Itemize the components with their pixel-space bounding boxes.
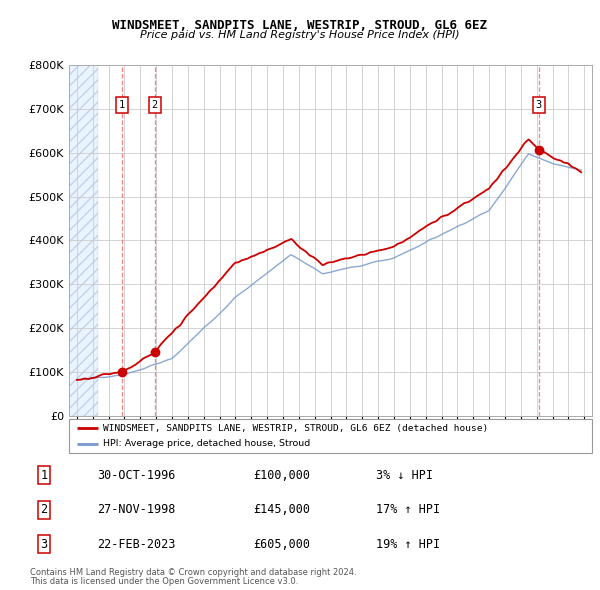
Bar xyxy=(69,65,98,416)
Text: 22-FEB-2023: 22-FEB-2023 xyxy=(97,537,175,550)
Text: Contains HM Land Registry data © Crown copyright and database right 2024.: Contains HM Land Registry data © Crown c… xyxy=(30,568,356,576)
Text: £100,000: £100,000 xyxy=(253,469,310,482)
Text: WINDSMEET, SANDPITS LANE, WESTRIP, STROUD, GL6 6EZ (detached house): WINDSMEET, SANDPITS LANE, WESTRIP, STROU… xyxy=(103,424,488,432)
Text: 2: 2 xyxy=(40,503,47,516)
Text: HPI: Average price, detached house, Stroud: HPI: Average price, detached house, Stro… xyxy=(103,440,310,448)
Text: WINDSMEET, SANDPITS LANE, WESTRIP, STROUD, GL6 6EZ: WINDSMEET, SANDPITS LANE, WESTRIP, STROU… xyxy=(113,19,487,32)
Text: Price paid vs. HM Land Registry's House Price Index (HPI): Price paid vs. HM Land Registry's House … xyxy=(140,30,460,40)
FancyBboxPatch shape xyxy=(69,419,592,453)
Text: £605,000: £605,000 xyxy=(253,537,310,550)
Text: 1: 1 xyxy=(119,100,125,110)
Text: 30-OCT-1996: 30-OCT-1996 xyxy=(97,469,175,482)
Text: 17% ↑ HPI: 17% ↑ HPI xyxy=(376,503,440,516)
Text: 27-NOV-1998: 27-NOV-1998 xyxy=(97,503,175,516)
Text: 19% ↑ HPI: 19% ↑ HPI xyxy=(376,537,440,550)
Text: 2: 2 xyxy=(151,100,158,110)
Text: This data is licensed under the Open Government Licence v3.0.: This data is licensed under the Open Gov… xyxy=(30,577,298,586)
Text: 3% ↓ HPI: 3% ↓ HPI xyxy=(376,469,433,482)
Text: 3: 3 xyxy=(536,100,542,110)
Text: £145,000: £145,000 xyxy=(253,503,310,516)
Text: 1: 1 xyxy=(40,469,47,482)
Text: 3: 3 xyxy=(40,537,47,550)
